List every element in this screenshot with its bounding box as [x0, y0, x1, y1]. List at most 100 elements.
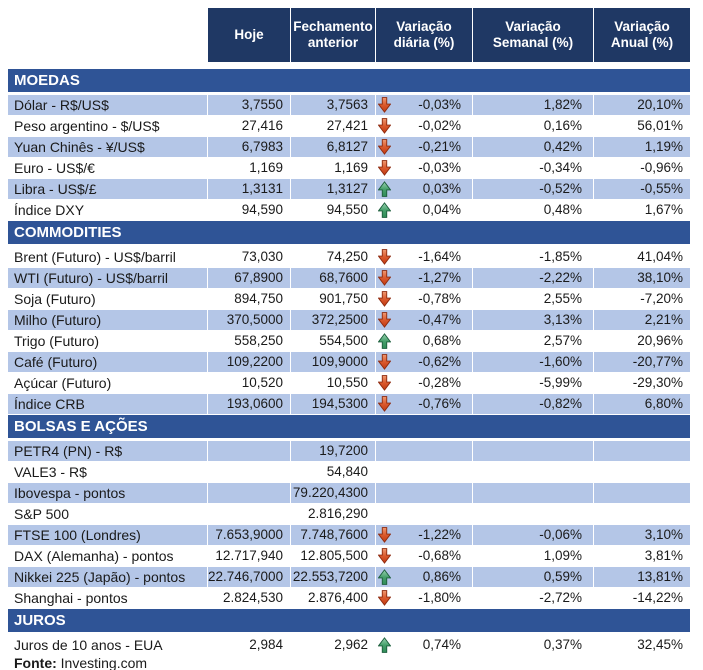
cell-var-anual: -20,77%	[594, 352, 690, 372]
column-header-fechamento: Fechamento anterior	[291, 8, 375, 62]
cell-hoje: 10,520	[208, 373, 290, 393]
row-label: Trigo (Futuro)	[8, 331, 207, 351]
cell-var-diaria	[376, 504, 472, 524]
up-arrow-icon	[378, 637, 391, 653]
var-diaria-value: -1,27%	[418, 270, 461, 285]
down-arrow-icon	[378, 270, 391, 286]
up-arrow-icon	[378, 202, 391, 218]
table-row: Peso argentino - $/US$ 27,416 27,421 -0,…	[8, 116, 690, 136]
var-diaria-value: -0,21%	[418, 139, 461, 154]
cell-var-anual: 56,01%	[594, 116, 690, 136]
table-row: Trigo (Futuro) 558,250 554,500 0,68% 2,5…	[8, 331, 690, 351]
cell-hoje: 7.653,9000	[208, 525, 290, 545]
cell-var-anual: -29,30%	[594, 373, 690, 393]
cell-var-semanal: -5,99%	[473, 373, 593, 393]
row-label: Dólar - R$/US$	[8, 95, 207, 115]
column-header-var-anual: Variação Anual (%)	[594, 8, 690, 62]
column-header-hoje: Hoje	[208, 8, 290, 62]
cell-var-diaria: -1,80%	[376, 588, 472, 608]
row-label: Shanghai - pontos	[8, 588, 207, 608]
cell-fechamento: 74,250	[291, 247, 375, 267]
cell-hoje: 3,7550	[208, 95, 290, 115]
source-name: Investing.com	[60, 655, 148, 670]
cell-hoje	[208, 462, 290, 482]
cell-hoje: 27,416	[208, 116, 290, 136]
var-diaria-value: 0,86%	[422, 569, 461, 584]
source-label: Fonte:	[14, 655, 57, 670]
column-header-var-diaria: Variação diária (%)	[376, 8, 472, 62]
cell-var-semanal: -2,22%	[473, 268, 593, 288]
cell-hoje: 2.824,530	[208, 588, 290, 608]
var-diaria-value: 0,03%	[422, 181, 461, 196]
cell-hoje: 2,984	[208, 635, 290, 655]
cell-var-semanal: 0,37%	[473, 635, 593, 655]
cell-fechamento: 194,5300	[291, 394, 375, 414]
row-label: Soja (Futuro)	[8, 289, 207, 309]
column-header-var-semanal: Variação Semanal (%)	[473, 8, 593, 62]
cell-hoje: 73,030	[208, 247, 290, 267]
cell-var-semanal: 0,48%	[473, 200, 593, 220]
cell-fechamento: 1,3127	[291, 179, 375, 199]
cell-var-anual: 1,67%	[594, 200, 690, 220]
down-arrow-icon	[378, 160, 391, 176]
cell-var-anual: 3,10%	[594, 525, 690, 545]
section-rows: Dólar - R$/US$ 3,7550 3,7563 -0,03% 1,82…	[8, 95, 690, 220]
cell-hoje: 67,8900	[208, 268, 290, 288]
table-section: MOEDAS Dólar - R$/US$ 3,7550 3,7563 -0,0…	[8, 69, 690, 220]
var-diaria-value: 0,68%	[422, 333, 461, 348]
cell-var-diaria: 0,86%	[376, 567, 472, 587]
table-body: MOEDAS Dólar - R$/US$ 3,7550 3,7563 -0,0…	[8, 69, 690, 655]
table-row: Índice CRB 193,0600 194,5300 -0,76% -0,8…	[8, 394, 690, 414]
section-rows: PETR4 (PN) - R$ 19,7200 VALE3 - R$ 54,84…	[8, 441, 690, 608]
cell-fechamento: 94,550	[291, 200, 375, 220]
var-diaria-value: -0,62%	[418, 354, 461, 369]
cell-var-semanal: 1,09%	[473, 546, 593, 566]
cell-var-diaria: 0,68%	[376, 331, 472, 351]
cell-var-semanal: -0,34%	[473, 158, 593, 178]
cell-var-diaria: -0,76%	[376, 394, 472, 414]
table-section: JUROS Juros de 10 anos - EUA 2,984 2,962…	[8, 609, 690, 655]
down-arrow-icon	[378, 527, 391, 543]
down-arrow-icon	[378, 139, 391, 155]
cell-var-semanal: -0,52%	[473, 179, 593, 199]
financial-table: Hoje Fechamento anterior Variação diária…	[8, 8, 690, 656]
cell-fechamento: 12.805,500	[291, 546, 375, 566]
var-diaria-value: 0,74%	[422, 637, 461, 652]
table-row: WTI (Futuro) - US$/barril 67,8900 68,760…	[8, 268, 690, 288]
cell-fechamento: 901,750	[291, 289, 375, 309]
row-label: Libra - US$/£	[8, 179, 207, 199]
cell-var-diaria: 0,04%	[376, 200, 472, 220]
down-arrow-icon	[378, 548, 391, 564]
var-diaria-value: -1,64%	[418, 249, 461, 264]
cell-hoje: 109,2200	[208, 352, 290, 372]
down-arrow-icon	[378, 249, 391, 265]
section-rows: Juros de 10 anos - EUA 2,984 2,962 0,74%…	[8, 635, 690, 655]
cell-hoje: 12.717,940	[208, 546, 290, 566]
cell-var-anual: 3,81%	[594, 546, 690, 566]
table-section: BOLSAS E AÇÕES PETR4 (PN) - R$ 19,7200 V…	[8, 415, 690, 608]
corner-spacer	[8, 8, 207, 62]
cell-var-anual: 20,96%	[594, 331, 690, 351]
down-arrow-icon	[378, 354, 391, 370]
row-label: Euro - US$/€	[8, 158, 207, 178]
cell-var-semanal: 0,42%	[473, 137, 593, 157]
cell-var-semanal: 1,82%	[473, 95, 593, 115]
cell-var-semanal	[473, 441, 593, 461]
table-row: Nikkei 225 (Japão) - pontos 22.746,7000 …	[8, 567, 690, 587]
row-label: Milho (Futuro)	[8, 310, 207, 330]
var-diaria-value: 0,04%	[422, 202, 461, 217]
cell-fechamento: 1,169	[291, 158, 375, 178]
cell-hoje: 22.746,7000	[208, 567, 290, 587]
table-row: Shanghai - pontos 2.824,530 2.876,400 -1…	[8, 588, 690, 608]
cell-var-anual: 2,21%	[594, 310, 690, 330]
var-diaria-value: -0,03%	[418, 97, 461, 112]
row-label: WTI (Futuro) - US$/barril	[8, 268, 207, 288]
cell-var-semanal: -0,06%	[473, 525, 593, 545]
table-row: Soja (Futuro) 894,750 901,750 -0,78% 2,5…	[8, 289, 690, 309]
cell-var-diaria: -0,03%	[376, 158, 472, 178]
var-diaria-value: -0,78%	[418, 291, 461, 306]
row-label: Brent (Futuro) - US$/barril	[8, 247, 207, 267]
cell-var-semanal: 2,55%	[473, 289, 593, 309]
cell-fechamento: 22.553,7200	[291, 567, 375, 587]
